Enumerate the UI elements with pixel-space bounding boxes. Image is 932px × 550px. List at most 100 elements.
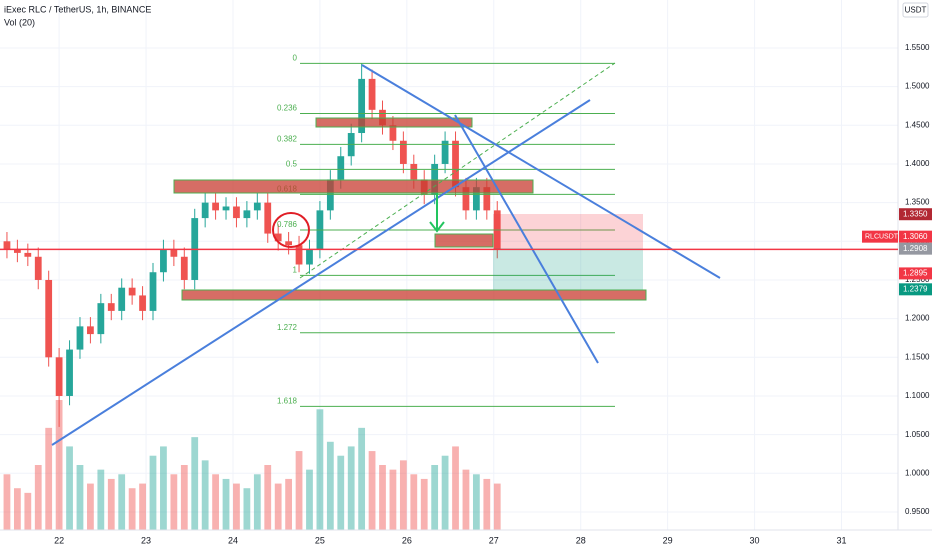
zone: [434, 233, 494, 248]
volume-bar: [316, 409, 324, 530]
candle-body: [233, 206, 240, 219]
fib-label: 1.272: [277, 323, 298, 332]
candle-body: [389, 125, 397, 141]
candle-body: [107, 303, 115, 311]
volume-bar: [243, 488, 251, 530]
y-tick-label: 1.1000: [905, 391, 930, 400]
trend-line: [361, 64, 721, 279]
candle-body: [180, 256, 188, 280]
candle-body: [222, 206, 230, 211]
volume-bar: [389, 469, 397, 530]
volume-bar: [13, 488, 21, 530]
candle-body: [253, 202, 261, 211]
candle-body: [399, 140, 407, 164]
volume-bar: [160, 446, 167, 530]
candle-body: [24, 252, 32, 257]
y-tick-label: 1.1500: [905, 352, 930, 361]
volume-bar: [55, 400, 63, 530]
y-tick-label: 0.9500: [905, 507, 930, 516]
volume-bar: [410, 474, 418, 530]
price-tag-label: 1.2908: [903, 244, 928, 253]
candle-body: [452, 140, 459, 188]
position-loss: [493, 214, 643, 248]
x-tick-label: 25: [315, 535, 325, 545]
x-tick-label: 24: [228, 535, 238, 545]
candle-body: [410, 163, 418, 180]
currency-box: [902, 2, 929, 18]
volume-bar: [347, 446, 355, 530]
candle-body: [212, 202, 219, 211]
fib-label: 0.5: [286, 159, 298, 168]
candle-body: [337, 156, 345, 180]
volume-bar: [253, 474, 261, 530]
volume-bar: [326, 441, 334, 530]
candle-body: [87, 326, 94, 335]
volume-bar: [264, 465, 272, 530]
zone: [173, 179, 534, 194]
candle-body: [441, 140, 449, 164]
candle-body: [118, 287, 126, 311]
candle-body: [274, 233, 282, 242]
volume-bar: [337, 455, 345, 530]
volume-bar: [97, 469, 105, 530]
volume-bar: [452, 446, 459, 530]
volume-bar: [295, 451, 303, 530]
x-tick-label: 30: [750, 535, 760, 545]
volume-bar: [87, 483, 94, 530]
price-tag: [899, 242, 932, 255]
volume-bar: [368, 451, 376, 530]
candle-body: [285, 241, 293, 246]
volume-bar: [399, 460, 407, 530]
candle-body: [149, 272, 157, 311]
fib-label: 1.618: [277, 396, 298, 405]
volume-bar: [76, 465, 84, 530]
volume-bar: [420, 478, 428, 530]
price-tag: [899, 267, 932, 280]
candle-body: [368, 78, 376, 110]
x-tick-label: 29: [663, 535, 673, 545]
x-tick-label: 28: [576, 535, 586, 545]
dashed-line: [299, 62, 616, 279]
candle-body: [306, 249, 313, 265]
volume-bar: [24, 492, 32, 530]
volume-bar: [431, 465, 439, 530]
volume-bar: [107, 478, 115, 530]
candle-body: [431, 163, 439, 195]
price-axis: 0.9500 1.0000 1.0500 1.1000 1.1500 1.2000 1.25…: [0, 43, 932, 545]
candle-body: [13, 249, 21, 253]
fib-label: 0.382: [277, 135, 298, 144]
fib-label: 0.236: [277, 104, 298, 113]
price-tag-label: 1.3350: [903, 209, 928, 218]
price-tag: [899, 283, 932, 296]
volume-bar: [222, 478, 230, 530]
candle-body: [66, 349, 73, 396]
candle-body: [201, 202, 209, 219]
arrow: [429, 193, 445, 233]
y-tick-label: 1.2500: [905, 275, 930, 284]
candle-body: [295, 245, 303, 265]
y-tick-label: 1.5500: [905, 43, 930, 52]
candle-body: [128, 287, 136, 296]
fib-label: 1: [293, 265, 298, 274]
y-tick-label: 1.4500: [905, 120, 930, 129]
volume-bar: [139, 483, 146, 530]
y-tick-label: 1.3500: [905, 198, 930, 207]
volume-bar: [191, 437, 199, 530]
volume-bar: [379, 465, 386, 530]
y-tick-label: 1.0000: [905, 468, 930, 477]
volume-bar: [45, 427, 53, 530]
volume-bar: [274, 483, 282, 530]
volume-bar: [306, 469, 313, 530]
volume-bar: [149, 455, 157, 530]
y-tick-label: 1.4000: [905, 159, 930, 168]
symbol-tag: [862, 230, 898, 243]
trend-line: [454, 114, 599, 364]
price-tag: [899, 208, 932, 221]
candle-body: [483, 187, 491, 211]
x-tick-label: 22: [54, 535, 64, 545]
volume-bar: [3, 474, 11, 530]
volume-bar: [441, 455, 449, 530]
volume-bar: [201, 460, 209, 530]
volume-bar: [285, 478, 293, 530]
